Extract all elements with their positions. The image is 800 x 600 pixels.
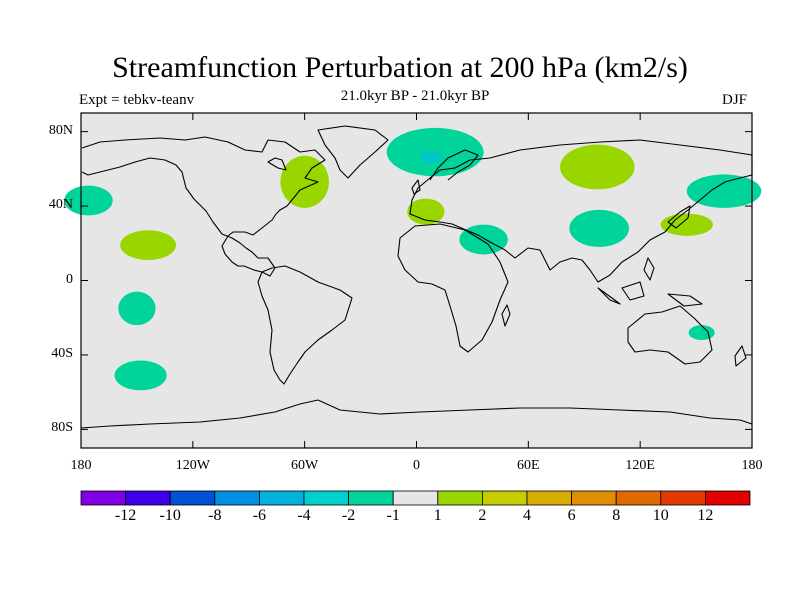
coastline-philippines [643,257,655,281]
plot-title: Streamfunction Perturbation at 200 hPa (… [112,51,688,84]
patch-siberia [560,144,635,190]
colorbar-swatch [125,490,171,506]
coastline-new-zealand [734,345,747,367]
lat-tick-label: 40S [51,345,73,361]
colorbar-swatch [214,490,260,506]
lat-tick-label: 80N [48,122,73,138]
coastline-japan [667,205,691,229]
colorbar-swatch [169,490,216,506]
anomaly-patches [64,127,762,391]
coastline-australia [627,305,713,365]
colorbar-swatch [615,490,662,506]
colorbar-label: 6 [567,507,576,524]
colorbar-label: 1 [433,507,442,524]
colorbar-label: -1 [386,507,400,524]
colorbar-label: -12 [114,507,137,524]
colorbar-swatch [392,490,439,506]
lon-tick-label: 120E [625,458,655,473]
map-panel [64,112,762,449]
lon-tick-label: 0 [413,458,420,473]
lon-tick-label: 60E [517,458,540,473]
lat-tick-label: 80S [51,420,73,436]
coastline-antarctica [80,399,753,429]
lon-tick-label: 60W [291,458,319,473]
colorbar-label: -6 [252,507,267,524]
lon-tick-label: 180 [70,458,92,473]
colorbar-label: -2 [341,507,356,524]
colorbar-swatch [80,490,126,506]
coastline-africa [397,223,509,353]
lon-tick-label: 120W [175,458,210,473]
colorbar-swatch [258,490,305,506]
colorbar-label: -10 [159,507,181,524]
colorbar-label: 4 [523,507,531,524]
coastline-uk [411,179,421,195]
colorbar-label: -8 [208,507,222,524]
colorbar [80,490,751,506]
colorbar-swatch [526,490,572,506]
colorbar-swatch [437,490,483,506]
colorbar-label: 2 [478,507,487,524]
colorbar-swatch [660,490,706,506]
colorbar-swatch [303,490,349,506]
season-label: DJF [722,92,748,108]
coastline-eurasia [409,139,753,283]
colorbar-label: 12 [697,507,714,524]
patch-s-pacific-2 [114,360,167,391]
period-label: 21.0kyr BP - 21.0kyr BP [340,88,490,104]
lat-tick-label: 0 [66,271,73,287]
coastlines [80,125,753,429]
patch-ne-asia [686,174,762,208]
patch-s-pacific-1 [118,291,156,326]
patch-tibet-se-asia [569,209,629,247]
colorbar-swatch [705,490,751,506]
coastline-hudson-bay [267,157,287,171]
patch-australia-east [688,325,715,341]
coastline-new-guinea [667,293,703,307]
patch-pacific-subtropic [120,230,177,261]
patch-n-africa-arabia [459,224,508,255]
coastline-borneo [621,281,645,301]
coastline-madagascar [501,304,511,327]
patch-mediterranean [407,198,445,225]
colorbar-swatch [571,490,617,506]
coastline-greenland [317,125,389,179]
colorbar-label: 10 [652,507,669,524]
lat-tick-label: 40N [48,197,73,213]
patch-nw-europe [386,127,484,177]
coastline-north-america [81,136,326,277]
coastline-sumatra [597,287,621,305]
coastline-south-america [257,265,353,385]
colorbar-label: 8 [612,507,621,524]
patch-n-pacific-west [64,185,113,216]
patch-japan-east [660,213,713,236]
lon-tick-label: 180 [741,458,763,473]
patch-n-america-east [280,155,329,208]
colorbar-swatch [348,490,394,506]
experiment-label: Expt = tebkv-teanv [79,92,195,108]
coastline-scandinavia [429,149,479,181]
patch-scandinavia-core [420,152,443,164]
colorbar-label: -4 [297,507,311,524]
axis-ticks [80,113,753,448]
colorbar-swatch [481,490,528,506]
